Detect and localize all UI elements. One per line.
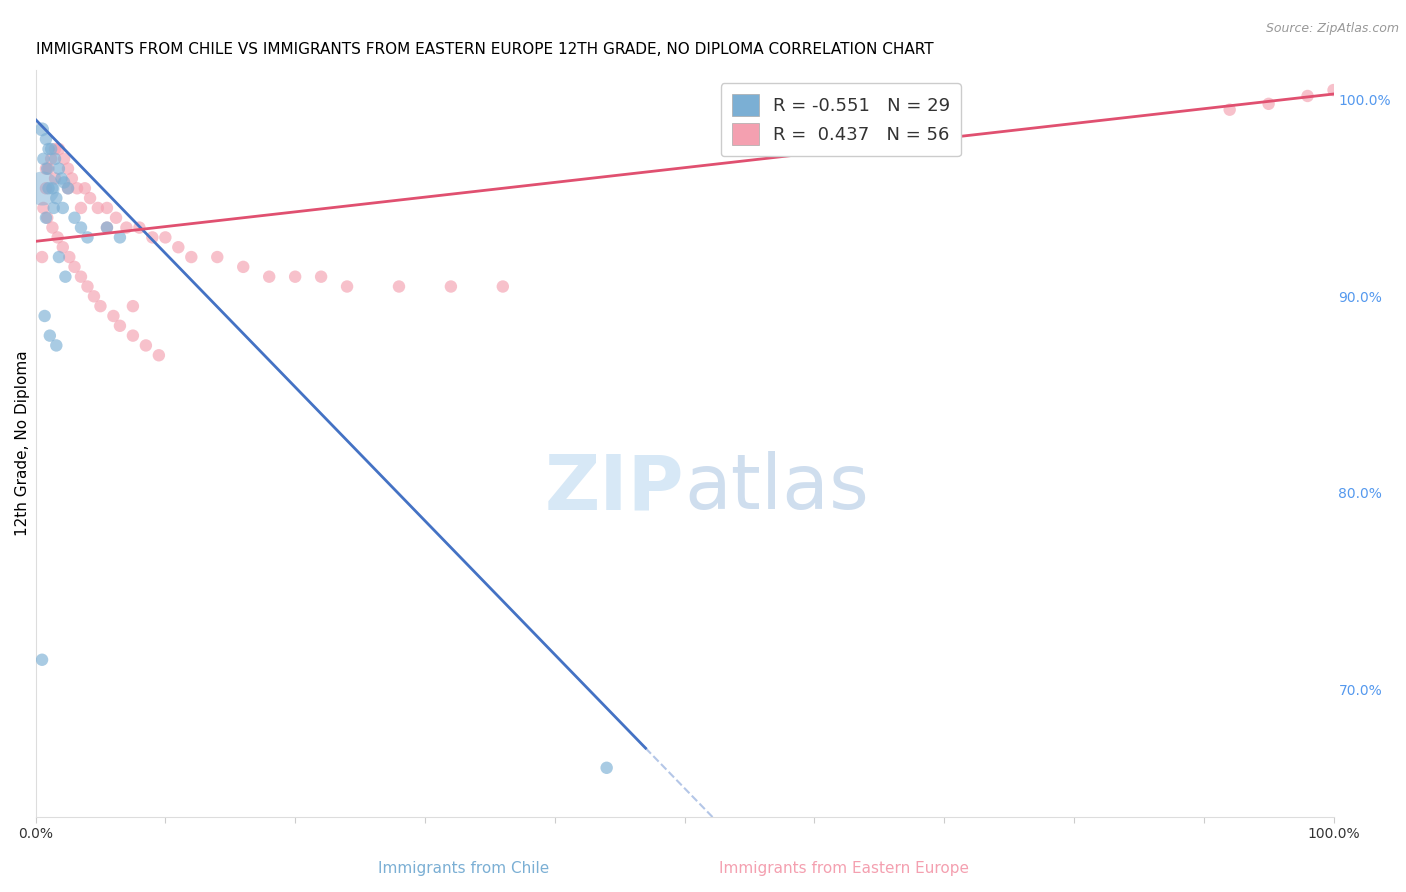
Text: ZIP: ZIP: [546, 451, 685, 525]
Point: [41, 181, 63, 195]
Point: [41, 220, 63, 235]
Point: [32, 152, 55, 166]
Point: [1257, 96, 1279, 111]
Point: [207, 250, 229, 264]
Point: [58, 250, 80, 264]
Point: [35, 132, 58, 146]
Point: [35, 211, 58, 225]
Point: [96, 201, 118, 215]
Point: [44, 171, 66, 186]
Point: [60, 171, 83, 186]
Point: [108, 318, 131, 333]
Point: [56, 161, 79, 176]
Y-axis label: 12th Grade, No Diploma: 12th Grade, No Diploma: [15, 351, 30, 536]
Point: [52, 240, 75, 254]
Point: [232, 260, 254, 274]
Text: Immigrants from Chile: Immigrants from Chile: [378, 861, 550, 876]
Point: [45, 191, 67, 205]
Point: [66, 181, 89, 195]
Point: [1219, 103, 1241, 117]
Point: [56, 181, 79, 195]
Point: [96, 220, 118, 235]
Point: [45, 338, 67, 352]
Point: [53, 175, 76, 189]
Point: [83, 289, 105, 303]
Point: [388, 279, 411, 293]
Point: [39, 152, 62, 166]
Point: [38, 142, 60, 156]
Point: [76, 230, 98, 244]
Point: [63, 260, 86, 274]
Point: [87, 201, 110, 215]
Point: [39, 142, 62, 156]
Legend: R = -0.551   N = 29, R =  0.437   N = 56: R = -0.551 N = 29, R = 0.437 N = 56: [721, 83, 962, 156]
Point: [336, 279, 359, 293]
Point: [48, 250, 70, 264]
Point: [56, 181, 79, 195]
Point: [167, 240, 190, 254]
Point: [1296, 89, 1319, 103]
Point: [63, 211, 86, 225]
Point: [34, 309, 56, 323]
Point: [284, 269, 307, 284]
Text: IMMIGRANTS FROM CHILE VS IMMIGRANTS FROM EASTERN EUROPE 12TH GRADE, NO DIPLOMA C: IMMIGRANTS FROM CHILE VS IMMIGRANTS FROM…: [35, 42, 934, 57]
Point: [35, 161, 58, 176]
Point: [148, 348, 170, 362]
Point: [108, 230, 131, 244]
Point: [96, 220, 118, 235]
Point: [55, 269, 77, 284]
Point: [53, 152, 76, 166]
Point: [70, 220, 93, 235]
Point: [37, 161, 59, 176]
Point: [52, 201, 75, 215]
Point: [155, 230, 177, 244]
Point: [595, 761, 617, 775]
Point: [128, 220, 150, 235]
Point: [122, 299, 145, 313]
Point: [309, 269, 332, 284]
Point: [31, 653, 53, 667]
Point: [141, 230, 163, 244]
Point: [70, 201, 93, 215]
Point: [51, 171, 73, 186]
Point: [48, 161, 70, 176]
Point: [46, 230, 69, 244]
Point: [1322, 83, 1344, 97]
Point: [89, 299, 111, 313]
Point: [79, 191, 101, 205]
Point: [31, 181, 53, 195]
Point: [76, 279, 98, 293]
Point: [38, 181, 60, 195]
Point: [492, 279, 515, 293]
Point: [44, 152, 66, 166]
Point: [122, 328, 145, 343]
Point: [105, 211, 128, 225]
Point: [42, 201, 65, 215]
Point: [31, 250, 53, 264]
Point: [44, 142, 66, 156]
Point: [135, 338, 157, 352]
Text: atlas: atlas: [685, 451, 869, 525]
Point: [48, 142, 70, 156]
Point: [35, 181, 58, 195]
Point: [257, 269, 280, 284]
Point: [440, 279, 463, 293]
Point: [38, 161, 60, 176]
Point: [180, 250, 202, 264]
Point: [32, 201, 55, 215]
Point: [70, 269, 93, 284]
Text: Source: ZipAtlas.com: Source: ZipAtlas.com: [1265, 22, 1399, 36]
Point: [31, 122, 53, 136]
Text: Immigrants from Eastern Europe: Immigrants from Eastern Europe: [718, 861, 969, 876]
Point: [115, 220, 138, 235]
Point: [38, 328, 60, 343]
Point: [103, 309, 125, 323]
Point: [37, 211, 59, 225]
Point: [73, 181, 96, 195]
